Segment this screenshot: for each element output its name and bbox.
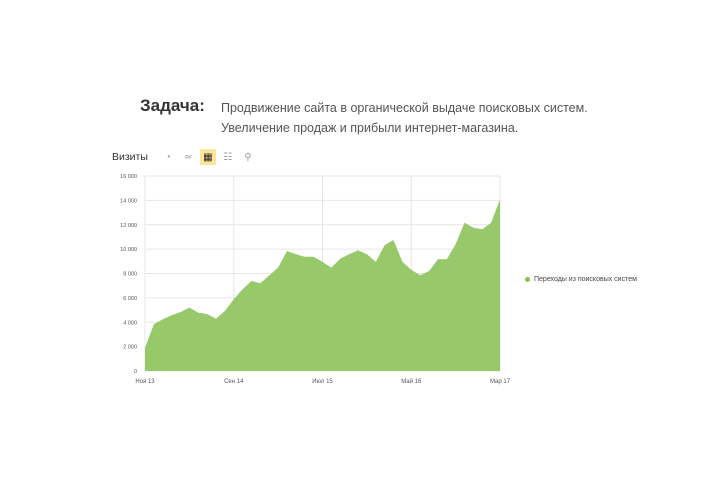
- x-tick-label: Май 16: [401, 378, 422, 385]
- chart-toolbar: Визиты ◔ ≃ ▦ ☷ ⚲: [112, 148, 256, 166]
- legend-swatch: [525, 277, 530, 282]
- x-tick-label: Сен 14: [224, 379, 244, 385]
- task-line: Продвижение сайта в органической выдаче …: [221, 101, 588, 115]
- x-tick-label: Июл 15: [312, 379, 333, 385]
- legend-label: Переходы из поисковых систем: [534, 276, 637, 283]
- task-description: Продвижение сайта в органической выдаче …: [221, 98, 588, 138]
- y-tick-label: 0: [134, 369, 137, 375]
- y-tick-label: 2 000: [123, 345, 137, 351]
- x-tick-label: Мар 17: [490, 379, 511, 385]
- bar-chart-icon[interactable]: ☷: [223, 151, 233, 163]
- y-tick-label: 16 000: [120, 174, 137, 180]
- map-pin-icon[interactable]: ⚲: [244, 151, 252, 163]
- legend-item[interactable]: Переходы из поисковых систем: [525, 276, 637, 283]
- chart-title: Визиты: [112, 151, 148, 163]
- pie-chart-icon[interactable]: ◔: [164, 151, 171, 163]
- task-label: Задача:: [140, 96, 205, 115]
- area-series: [145, 199, 500, 371]
- y-tick-label: 14 000: [120, 198, 137, 204]
- x-tick-label: Ноя 13: [135, 379, 155, 385]
- area-chart-icon[interactable]: ▦: [199, 149, 216, 165]
- y-tick-label: 8 000: [123, 272, 137, 278]
- task-line: Увеличение продаж и прибыли интернет-маг…: [221, 121, 519, 135]
- line-chart-icon[interactable]: ≃: [183, 151, 193, 163]
- y-tick-label: 10 000: [120, 247, 137, 253]
- y-tick-label: 4 000: [123, 320, 137, 326]
- y-tick-label: 12 000: [120, 223, 137, 229]
- y-tick-label: 6 000: [123, 296, 137, 302]
